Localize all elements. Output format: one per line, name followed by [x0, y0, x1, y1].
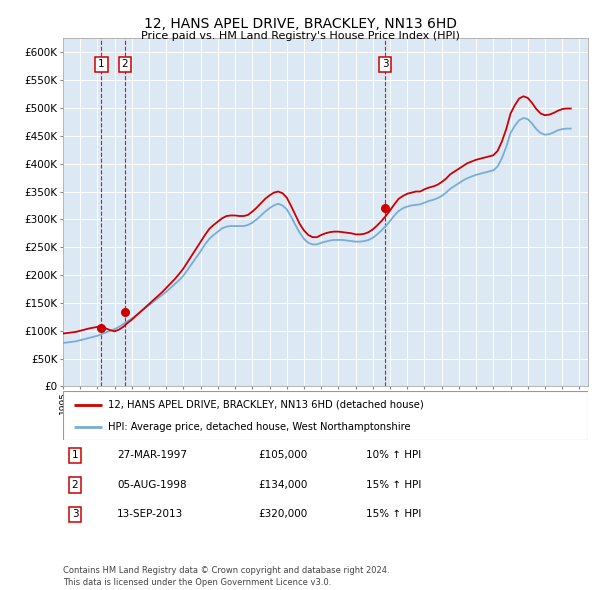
Text: 15% ↑ HPI: 15% ↑ HPI	[366, 510, 421, 519]
Text: 10% ↑ HPI: 10% ↑ HPI	[366, 451, 421, 460]
Text: 05-AUG-1998: 05-AUG-1998	[117, 480, 187, 490]
Text: 1: 1	[98, 60, 104, 70]
Text: £320,000: £320,000	[258, 510, 307, 519]
Text: 27-MAR-1997: 27-MAR-1997	[117, 451, 187, 460]
Text: 12, HANS APEL DRIVE, BRACKLEY, NN13 6HD (detached house): 12, HANS APEL DRIVE, BRACKLEY, NN13 6HD …	[107, 399, 424, 409]
Text: 12, HANS APEL DRIVE, BRACKLEY, NN13 6HD: 12, HANS APEL DRIVE, BRACKLEY, NN13 6HD	[143, 17, 457, 31]
Text: 3: 3	[71, 510, 79, 519]
Text: 3: 3	[382, 60, 388, 70]
Text: HPI: Average price, detached house, West Northamptonshire: HPI: Average price, detached house, West…	[107, 422, 410, 432]
Text: 1: 1	[71, 451, 79, 460]
Text: 15% ↑ HPI: 15% ↑ HPI	[366, 480, 421, 490]
Text: Price paid vs. HM Land Registry's House Price Index (HPI): Price paid vs. HM Land Registry's House …	[140, 31, 460, 41]
Text: Contains HM Land Registry data © Crown copyright and database right 2024.
This d: Contains HM Land Registry data © Crown c…	[63, 566, 389, 587]
Text: £134,000: £134,000	[258, 480, 307, 490]
Text: 2: 2	[121, 60, 128, 70]
Text: 2: 2	[71, 480, 79, 490]
Text: 13-SEP-2013: 13-SEP-2013	[117, 510, 183, 519]
Text: £105,000: £105,000	[258, 451, 307, 460]
